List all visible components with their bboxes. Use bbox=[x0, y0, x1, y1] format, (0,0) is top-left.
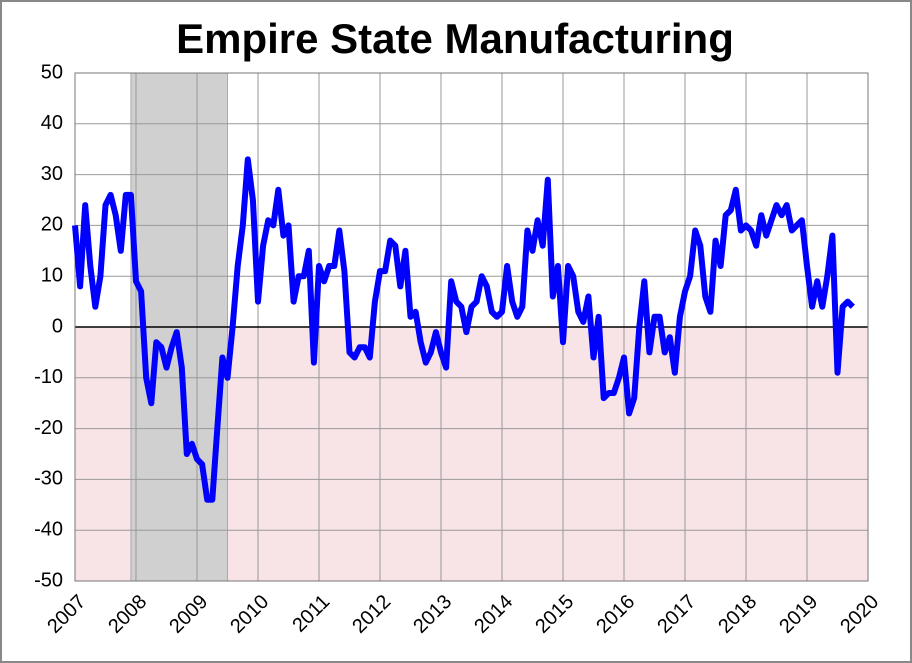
y-tick-label: 50 bbox=[41, 61, 63, 83]
y-tick-label: 0 bbox=[52, 315, 63, 337]
chart-title: Empire State Manufacturing bbox=[176, 15, 734, 62]
y-tick-label: 10 bbox=[41, 264, 63, 286]
y-tick-label: -10 bbox=[34, 366, 63, 388]
data-line bbox=[72, 156, 855, 503]
y-tick-label: 20 bbox=[41, 214, 63, 236]
y-tick-label: -50 bbox=[34, 569, 63, 591]
y-tick-label: 30 bbox=[41, 163, 63, 185]
y-tick-label: -40 bbox=[34, 518, 63, 540]
plot-border bbox=[74, 72, 869, 582]
y-tick-label: 40 bbox=[41, 112, 63, 134]
y-tick-label: -30 bbox=[34, 468, 63, 490]
y-tick-label: -20 bbox=[34, 417, 63, 439]
